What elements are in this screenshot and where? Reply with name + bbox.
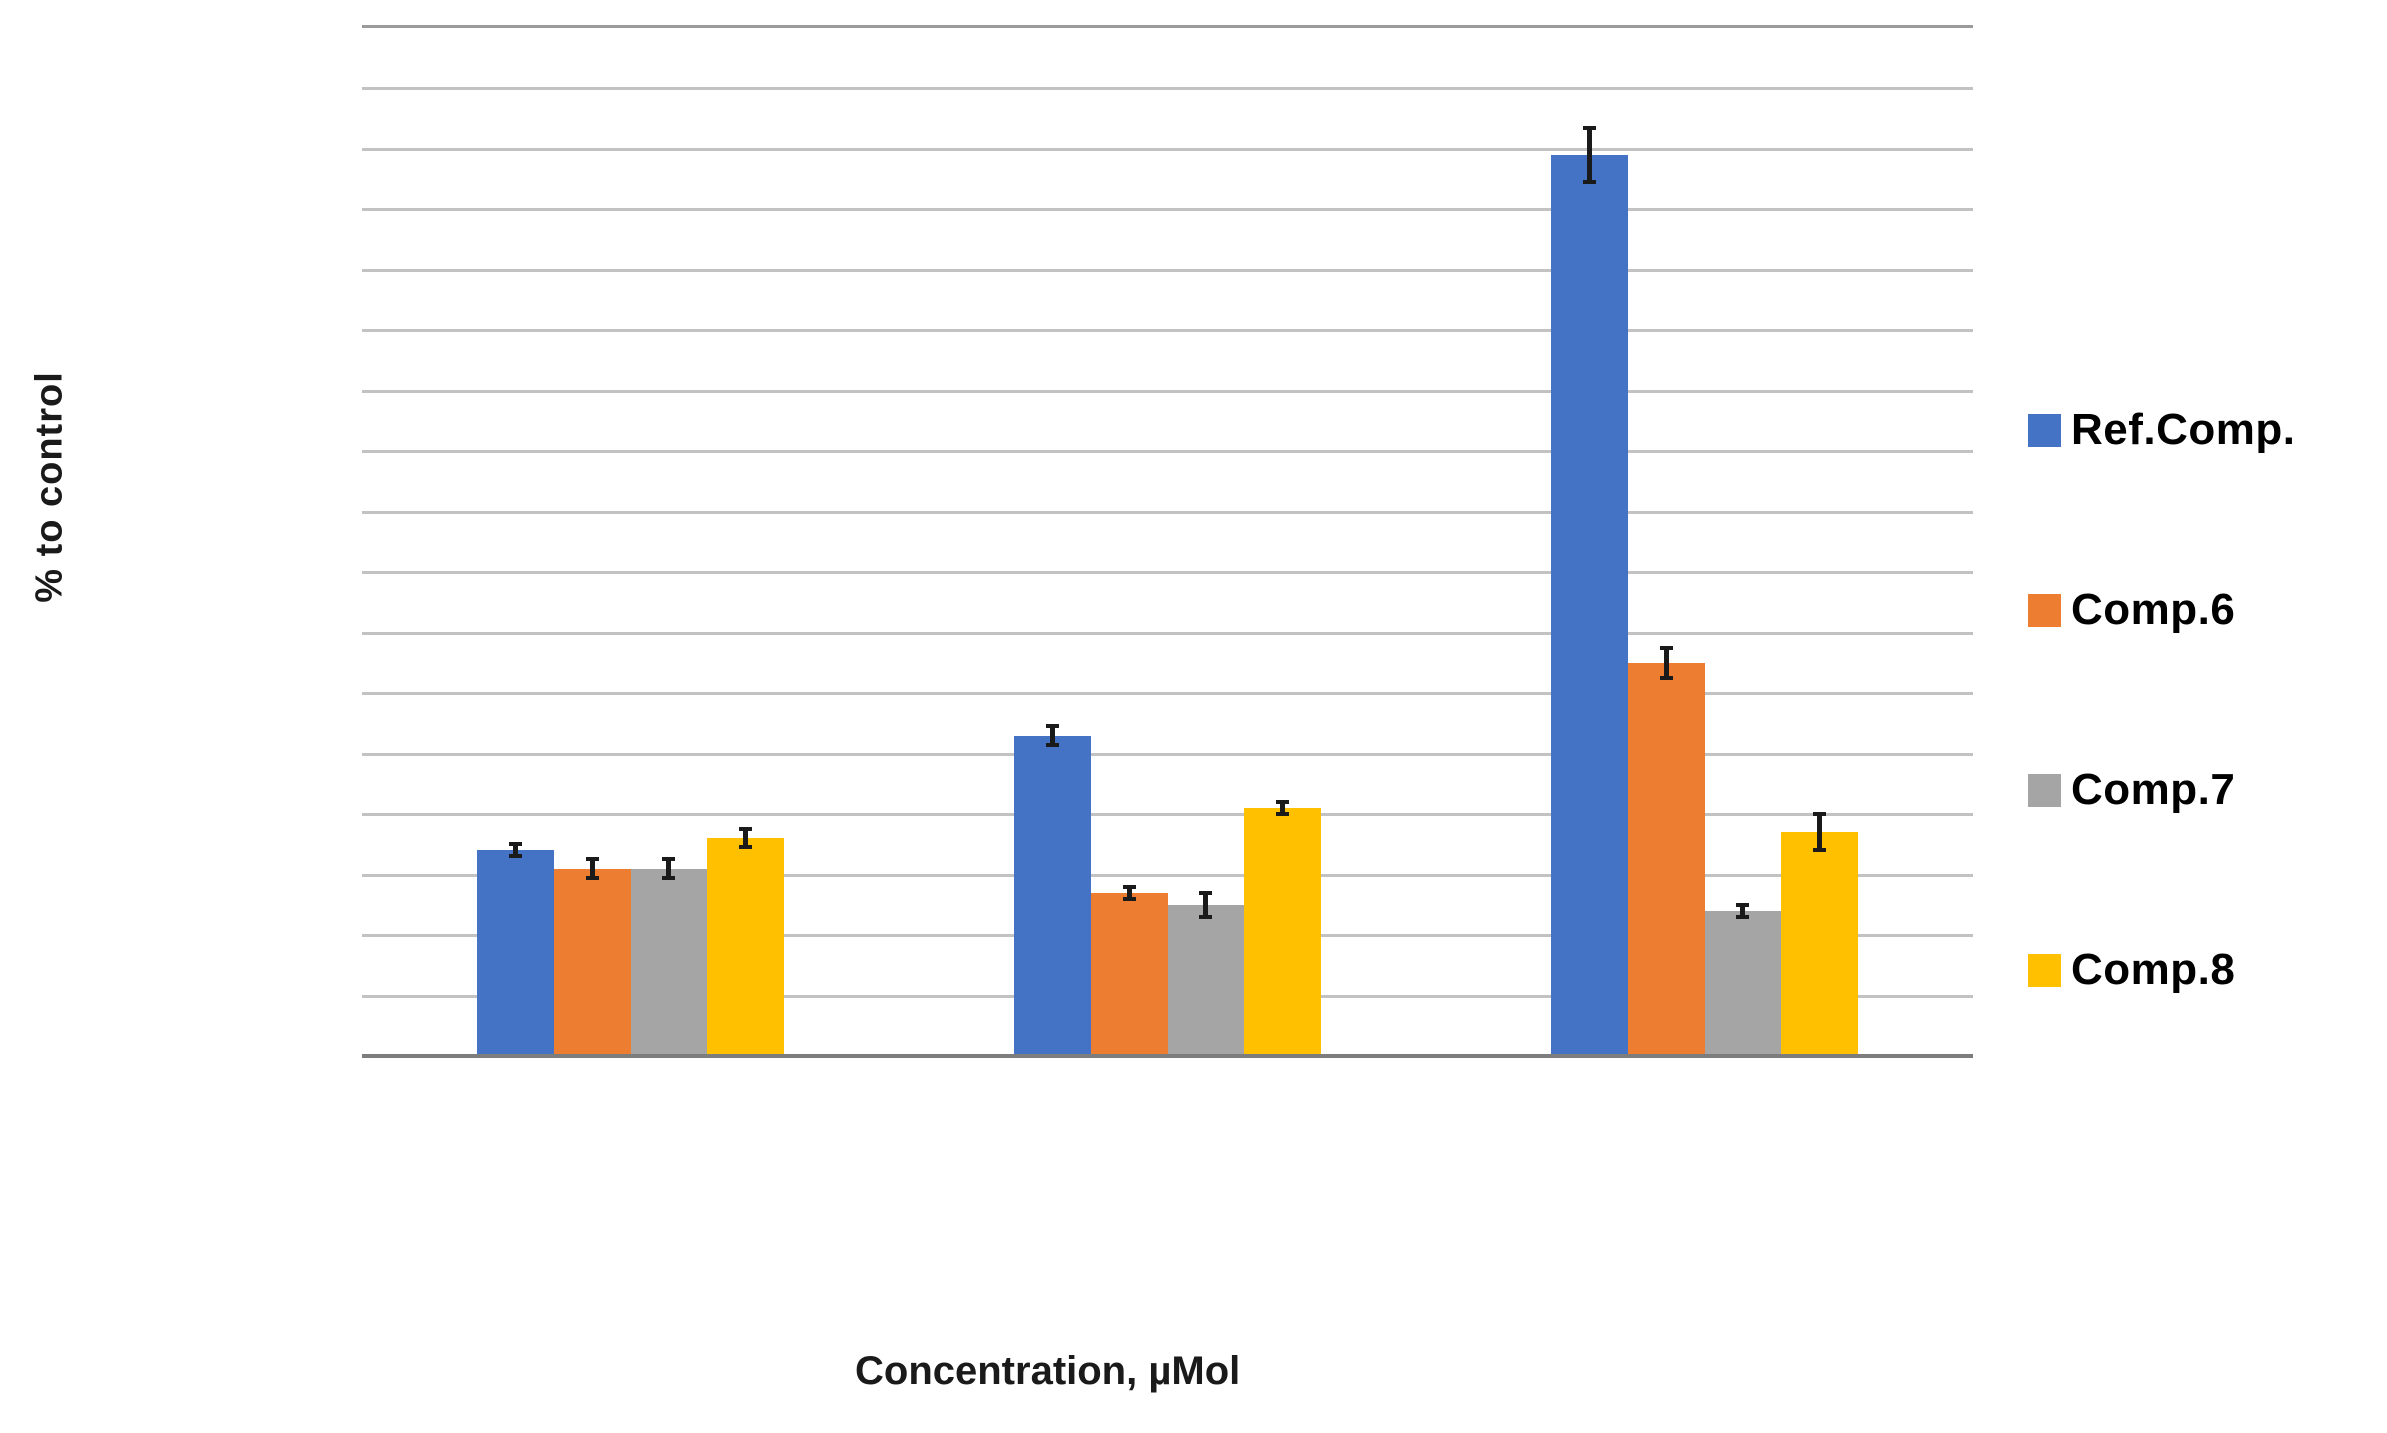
gridline: [362, 631, 1973, 635]
legend-swatch-ref-comp-icon: [2028, 413, 2061, 447]
error-bar-cap: [1199, 890, 1213, 895]
error-bar-ref-comp-group3: [1586, 127, 1592, 183]
legend-swatch-comp-6-icon: [2028, 593, 2061, 627]
error-bar-comp-7-group1: [666, 859, 672, 878]
error-bar-cap: [1122, 884, 1136, 889]
bar-comp-7-group1: [630, 868, 708, 1056]
legend-label-comp-6: Comp.6: [2071, 585, 2236, 634]
error-bar-cap: [1582, 180, 1596, 185]
bar-ref-comp-group3: [1551, 154, 1628, 1056]
error-bar-cap: [739, 845, 753, 850]
gridline: [362, 571, 1973, 575]
error-bar-comp-8-group1: [743, 829, 749, 848]
legend-swatch-comp-7-icon: [2028, 773, 2061, 807]
bar-comp-7-group2: [1167, 904, 1245, 1056]
error-bar-comp-7-group3: [1740, 904, 1746, 917]
bar-comp-6-group1: [553, 868, 631, 1056]
error-bar-comp-6-group1: [589, 859, 595, 878]
error-bar-cap: [508, 854, 522, 859]
legend-item-comp-7: Comp.7: [2028, 765, 2236, 814]
gridline: [362, 87, 1973, 91]
legend: Ref.Comp. Comp.6 Comp.7 Comp.8: [2028, 405, 2387, 1018]
error-bar-cap: [1659, 645, 1673, 650]
bar-comp-6-group3: [1627, 662, 1705, 1056]
gridline: [362, 147, 1973, 151]
bar-comp-6-group2: [1090, 892, 1168, 1056]
error-bar-cap: [1736, 914, 1750, 919]
legend-label-comp-8: Comp.8: [2071, 945, 2236, 994]
gridline: [362, 813, 1973, 817]
gridline: [362, 389, 1973, 393]
error-bar-cap: [739, 827, 753, 832]
y-axis-title: % to control: [28, 371, 71, 603]
legend-item-ref-comp: Ref.Comp.: [2028, 405, 2296, 454]
error-bar-cap: [1045, 724, 1059, 729]
x-axis-line: [362, 1054, 1973, 1058]
gridline: [362, 329, 1973, 333]
legend-item-comp-6: Comp.6: [2028, 585, 2236, 634]
gridline: [362, 752, 1973, 756]
error-bar-cap: [508, 842, 522, 847]
bar-ref-comp-group1: [477, 850, 554, 1056]
error-bar-cap: [1045, 742, 1059, 747]
bar-comp-7-group3: [1704, 910, 1782, 1056]
legend-label-comp-7: Comp.7: [2071, 765, 2236, 814]
x-axis-title: Concentration, µMol: [855, 1349, 1241, 1393]
error-bar-cap: [1276, 812, 1290, 817]
gridline: [362, 692, 1973, 696]
bar-comp-8-group1: [707, 838, 784, 1056]
error-bar-cap: [1659, 676, 1673, 681]
error-bar-cap: [1276, 800, 1290, 805]
gridline: [362, 510, 1973, 514]
bar-comp-8-group2: [1244, 808, 1321, 1056]
bar-ref-comp-group2: [1014, 735, 1091, 1056]
gridline: [362, 450, 1973, 454]
error-bar-cap: [585, 857, 599, 862]
legend-swatch-comp-8-icon: [2028, 953, 2061, 987]
plot-area: [362, 25, 1973, 1058]
error-bar-comp-6-group2: [1126, 886, 1132, 899]
legend-label-ref-comp: Ref.Comp.: [2071, 405, 2296, 454]
error-bar-comp-7-group2: [1203, 892, 1209, 917]
error-bar-cap: [1582, 125, 1596, 130]
error-bar-cap: [662, 875, 676, 880]
error-bar-cap: [662, 857, 676, 862]
error-bar-ref-comp-group1: [512, 844, 518, 857]
gridline: [362, 268, 1973, 272]
error-bar-cap: [1122, 896, 1136, 901]
error-bar-comp-8-group3: [1817, 814, 1823, 851]
error-bar-cap: [1199, 914, 1213, 919]
error-bar-ref-comp-group2: [1049, 726, 1055, 745]
error-bar-comp-8-group2: [1280, 802, 1286, 815]
gridline: [362, 873, 1973, 877]
error-bar-cap: [1813, 812, 1827, 817]
gridline: [362, 208, 1973, 212]
bar-comp-8-group3: [1781, 832, 1858, 1056]
legend-item-comp-8: Comp.8: [2028, 945, 2236, 994]
error-bar-cap: [585, 875, 599, 880]
error-bar-cap: [1813, 848, 1827, 853]
error-bar-comp-6-group3: [1663, 647, 1669, 679]
error-bar-cap: [1736, 902, 1750, 907]
